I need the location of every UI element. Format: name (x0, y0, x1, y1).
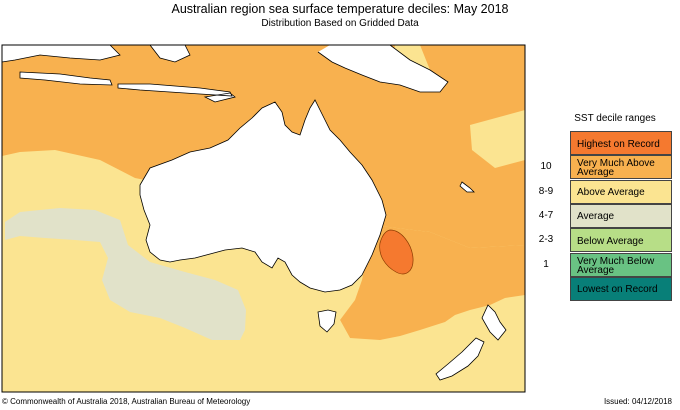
nz-north-coastline (481, 304, 507, 341)
map-subtitle: Distribution Based on Gridded Data (261, 18, 419, 29)
region-average-west (5, 208, 246, 340)
copyright-text: © Commonwealth of Australia 2018, Austra… (2, 397, 251, 406)
legend-label: Very Much Below Average (577, 255, 655, 276)
legend-label: Lowest on Record (577, 284, 658, 296)
new-zealand-north (482, 305, 506, 340)
new-zealand-south (436, 338, 484, 380)
legend-item: 4-7 Average (534, 203, 680, 230)
legend-swatch: Very Much Below Average (570, 252, 672, 277)
australia-coastline (139, 99, 387, 293)
legend-label: Highest on Record (577, 138, 660, 150)
legend-decile-value: 4-7 (538, 209, 554, 221)
new-caledonia-coastline (459, 181, 475, 193)
lesser-sunda-islands (118, 84, 232, 96)
new-caledonia (460, 182, 474, 192)
timor-coastline (203, 92, 236, 103)
legend-swatch: Above Average (570, 179, 672, 204)
sunda-coastline (117, 83, 233, 97)
timor (205, 93, 235, 102)
legend-decile-value: 8-9 (538, 185, 554, 197)
coastlines (1, 44, 507, 381)
borneo-coastline (1, 44, 121, 63)
region-highest-on-record (379, 230, 414, 274)
nz-south-coastline (435, 337, 485, 381)
legend-swatch: Lowest on Record (570, 276, 672, 301)
legend-label: Very Much Above Average (577, 158, 655, 179)
australia-landmass (140, 100, 386, 292)
legend-item: 10 Very Much Above Average (534, 155, 680, 181)
legend-label: Below Average (577, 235, 644, 247)
legend-item: 1 Very Much Below Average (534, 252, 680, 279)
issued-date: Issued: 04/12/2018 (603, 397, 672, 406)
legend-item: Lowest on Record (534, 276, 680, 303)
region-above-average-pacific (470, 110, 525, 168)
legend-label: Above Average (577, 187, 645, 199)
legend-label: Average (577, 211, 615, 223)
legend-decile-value: 2-3 (538, 234, 554, 246)
map-title: Australian region sea surface temperatur… (171, 2, 509, 16)
new-guinea (318, 45, 448, 92)
tasmania-coastline (317, 309, 337, 333)
highest-record-outline (379, 229, 414, 275)
legend-decile-value: 10 (540, 161, 552, 173)
legend-swatch: Below Average (570, 228, 672, 253)
map-frame (1, 44, 526, 393)
java (20, 72, 112, 85)
borneo-sumatra (2, 45, 120, 62)
legend-item: 2-3 Below Average (534, 228, 680, 254)
new-guinea-coastline (317, 44, 449, 93)
legend-swatch: Very Much Above Average (570, 155, 672, 180)
java-coastline (19, 71, 113, 86)
legend-item: 8-9 Above Average (534, 179, 680, 206)
legend-item: Highest on Record (534, 131, 680, 157)
legend-swatch: Average (570, 203, 672, 228)
legend-title: SST decile ranges (574, 113, 656, 124)
legend-decile-value: 1 (543, 258, 549, 270)
legend-swatch: Highest on Record (570, 131, 672, 155)
